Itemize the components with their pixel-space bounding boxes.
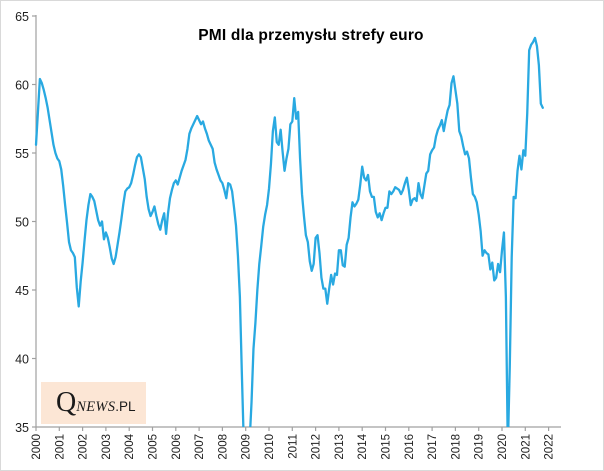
x-tick-label: 2012 [311,434,323,460]
x-tick-label: 2017 [427,434,439,460]
chart-title: PMI dla przemysłu strefy euro [198,27,424,44]
y-tick-label: 35 [15,421,29,435]
x-tick-label: 2009 [241,434,253,460]
x-tick-label: 2014 [357,433,369,459]
y-tick-label: 50 [15,215,29,229]
x-tick-label: 2019 [474,434,486,460]
watermark-q-letter: Q [56,387,77,418]
x-tick-label: 2018 [450,434,462,460]
y-tick-label: 65 [15,10,29,24]
watermark-pl-text: .PL [115,399,136,414]
x-tick-label: 2011 [287,434,299,459]
x-tick-label: 2000 [31,434,43,460]
y-tick-label: 60 [15,78,29,92]
x-tick-label: 2016 [404,434,416,460]
x-tick-label: 2005 [148,434,160,460]
x-tick-label: 2015 [381,434,393,460]
x-tick-label: 2003 [101,434,113,460]
qnews-watermark: Q NEWS .PL [41,382,146,424]
x-tick-label: 2013 [334,434,346,460]
x-tick-label: 2022 [544,434,556,460]
y-tick-label: 45 [15,284,29,298]
x-tick-label: 2007 [194,434,206,460]
y-tick-label: 55 [15,147,29,161]
x-tick-label: 2010 [264,434,276,460]
x-tick-label: 2001 [54,434,66,460]
y-tick-label: 40 [15,352,29,366]
watermark-news-text: NEWS [76,399,116,415]
x-tick-label: 2021 [520,434,532,460]
x-tick-label: 2020 [497,434,509,460]
x-tick-label: 2002 [78,434,90,460]
x-tick-label: 2004 [124,433,136,459]
x-tick-label: 2008 [217,434,229,460]
pmi-line [34,36,544,427]
x-tick-label: 2006 [171,434,183,460]
